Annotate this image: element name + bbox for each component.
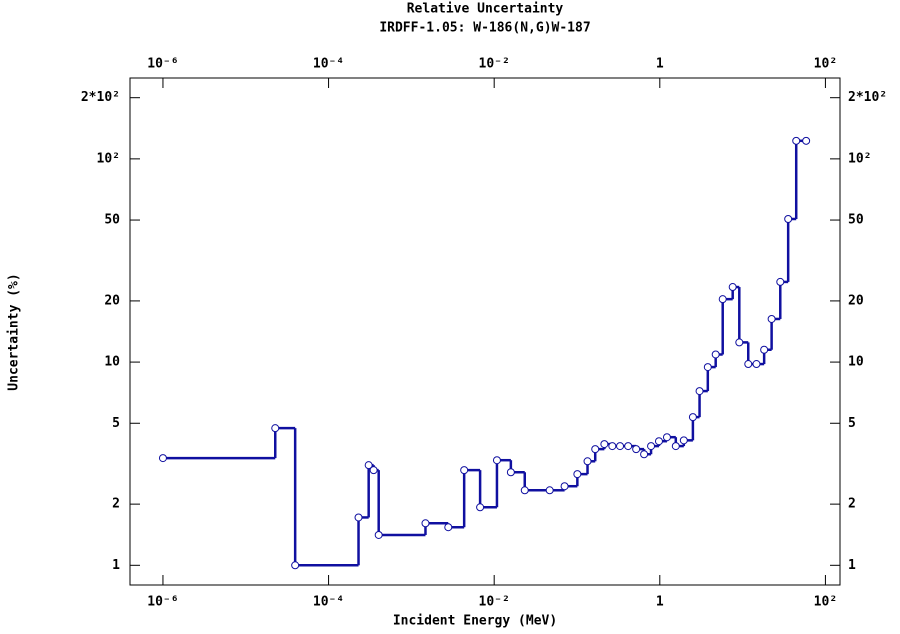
x-tick-label-top: 1: [656, 57, 664, 72]
y-tick-label: 2: [112, 497, 120, 512]
data-point: [760, 345, 769, 354]
data-point: [802, 136, 811, 145]
data-point: [718, 295, 727, 304]
x-tick-label: 10⁻²: [479, 595, 510, 610]
data-point: [444, 523, 453, 532]
x-tick-label: 10⁻⁴: [313, 595, 344, 610]
y-tick-label-right: 20: [848, 293, 864, 308]
chart-title: Relative Uncertainty: [407, 2, 564, 17]
data-point: [591, 445, 600, 454]
data-point: [560, 482, 569, 491]
data-point: [600, 440, 609, 449]
y-tick-label: 5: [112, 416, 120, 431]
plot-frame: [129, 77, 841, 586]
data-point: [460, 466, 469, 475]
data-point: [662, 433, 671, 442]
data-point: [573, 470, 582, 479]
data-point: [476, 503, 485, 512]
y-tick-label: 20: [104, 293, 120, 308]
data-point: [608, 442, 617, 451]
y-tick-label-right: 2: [848, 497, 856, 512]
data-point: [671, 442, 680, 451]
y-tick-label-right: 5: [848, 416, 856, 431]
data-point: [647, 442, 656, 451]
data-point: [545, 486, 554, 495]
data-point: [654, 437, 663, 446]
data-point: [624, 442, 633, 451]
y-tick-label-right: 10: [848, 355, 864, 370]
data-point: [728, 283, 737, 292]
y-tick-label: 50: [104, 213, 120, 228]
data-point: [616, 442, 625, 451]
x-tick-label: 1: [656, 595, 664, 610]
data-point: [640, 450, 649, 459]
x-tick-label-top: 10²: [814, 57, 837, 72]
data-point: [703, 363, 712, 372]
data-point: [158, 454, 167, 463]
data-point: [374, 530, 383, 539]
y-tick-label: 10²: [97, 151, 120, 166]
x-tick-label-top: 10⁻⁶: [147, 57, 178, 72]
x-tick-label-top: 10⁻²: [479, 57, 510, 72]
x-tick-label-top: 10⁻⁴: [313, 57, 344, 72]
data-point: [744, 360, 753, 369]
data-point: [679, 436, 688, 445]
x-tick-label: 10⁻⁶: [147, 595, 178, 610]
data-point: [520, 486, 529, 495]
data-point: [792, 136, 801, 145]
y-tick-label-right: 1: [848, 558, 856, 573]
data-point: [767, 314, 776, 323]
data-point: [688, 413, 697, 422]
x-axis-label: Incident Energy (MeV): [393, 614, 557, 629]
data-point: [711, 350, 720, 359]
data-point: [421, 519, 430, 528]
data-point: [784, 214, 793, 223]
y-tick-label-right: 50: [848, 213, 864, 228]
data-point: [735, 338, 744, 347]
y-tick-label-right: 10²: [848, 151, 871, 166]
x-tick-label: 10²: [814, 595, 837, 610]
data-point: [695, 387, 704, 396]
data-point: [271, 424, 280, 433]
y-tick-label: 10: [104, 355, 120, 370]
data-point: [752, 360, 761, 369]
data-point: [369, 466, 378, 475]
data-point: [492, 456, 501, 465]
data-point: [364, 461, 373, 470]
data-point: [776, 277, 785, 286]
data-point: [291, 561, 300, 570]
data-point: [632, 445, 641, 454]
data-point: [354, 513, 363, 522]
chart-subtitle: IRDFF-1.05: W-186(N,G)W-187: [379, 21, 590, 36]
data-point: [583, 457, 592, 466]
data-point: [506, 468, 515, 477]
y-tick-label: 2*10²: [81, 90, 120, 105]
y-tick-label-right: 2*10²: [848, 90, 887, 105]
y-tick-label: 1: [112, 558, 120, 573]
y-axis-label: Uncertainty (%): [7, 273, 22, 390]
